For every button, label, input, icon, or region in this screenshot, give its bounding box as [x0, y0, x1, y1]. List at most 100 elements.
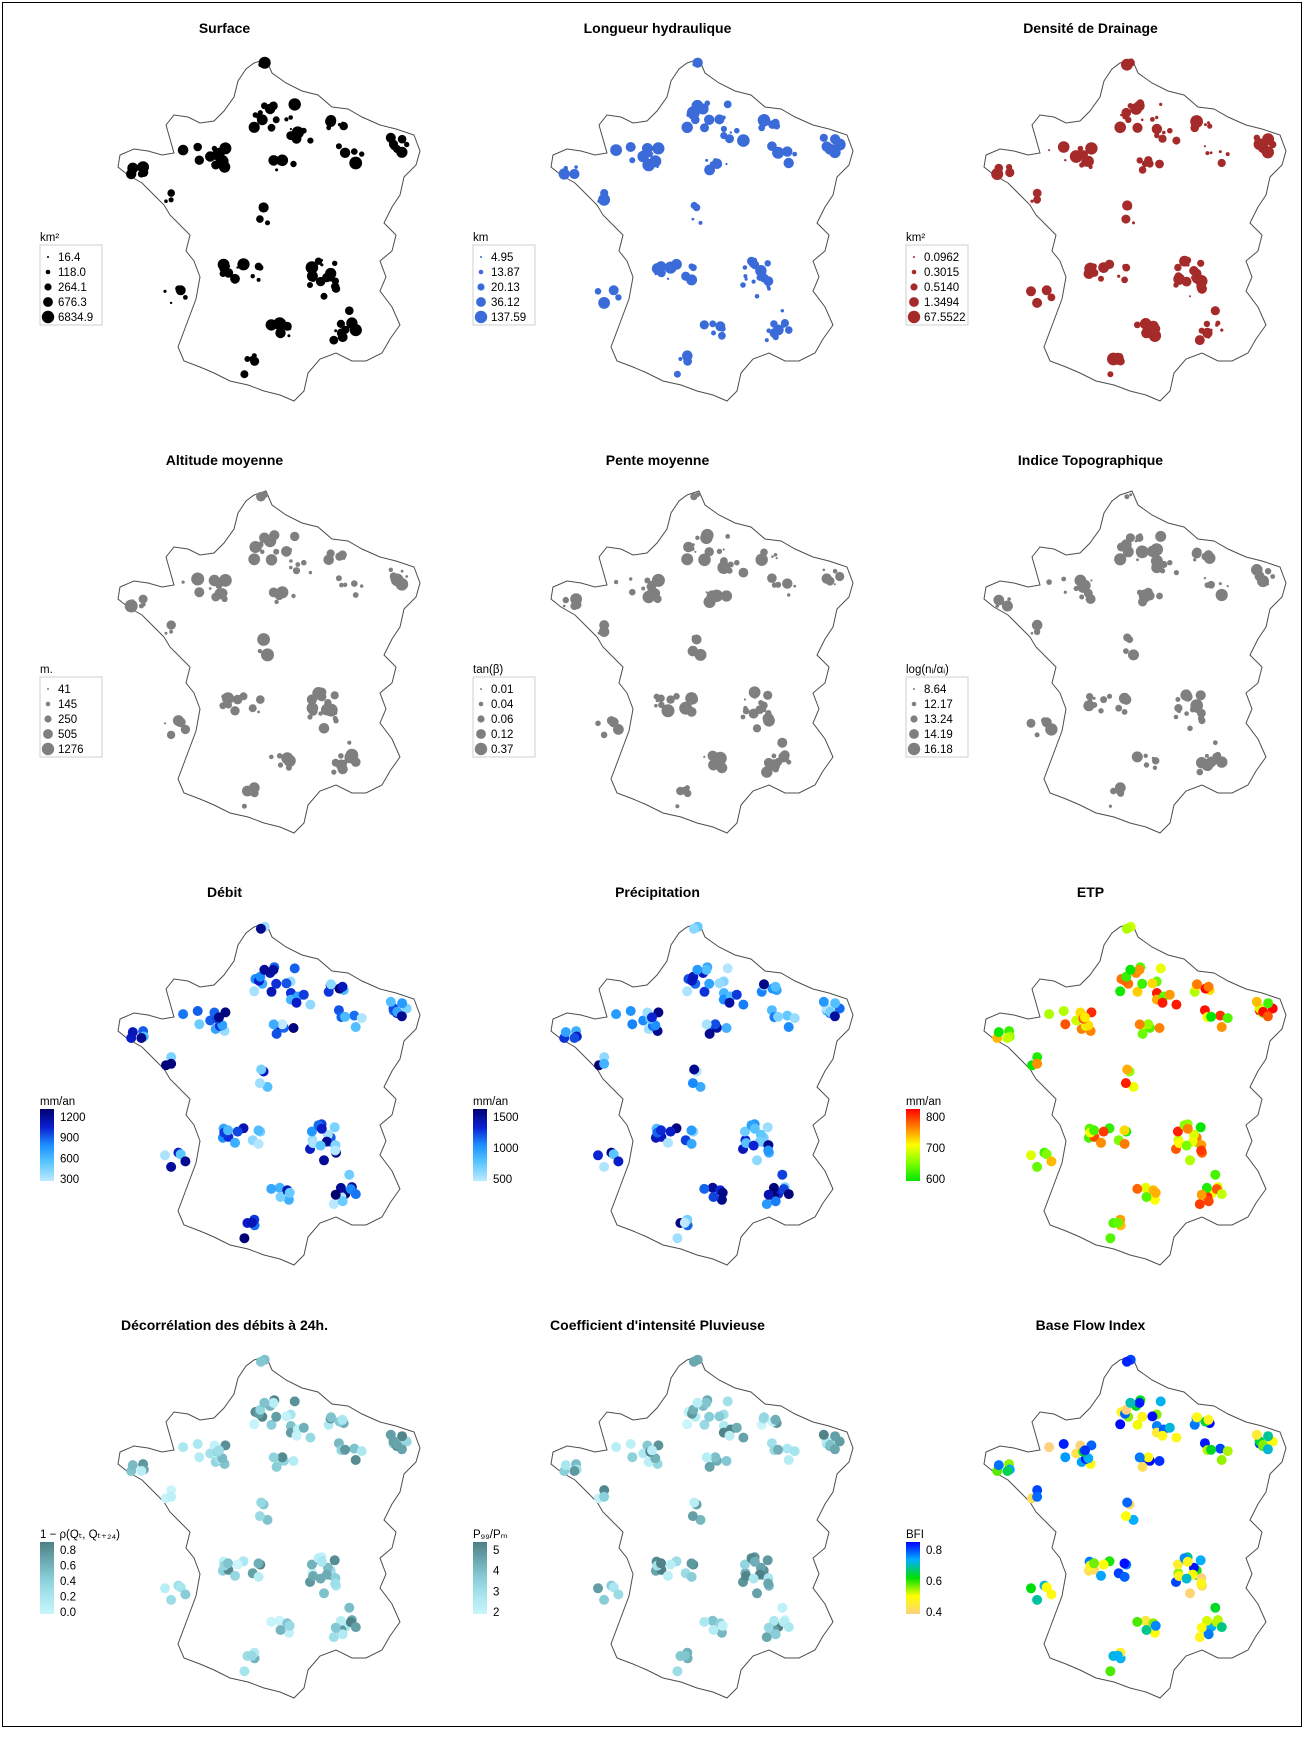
- station-marker: [351, 757, 361, 767]
- station-marker: [1203, 1414, 1214, 1425]
- legend-label: 0.01: [491, 684, 513, 696]
- station-marker: [994, 163, 1004, 173]
- station-marker: [1226, 585, 1229, 588]
- station-marker: [1262, 133, 1275, 146]
- station-marker: [1171, 1432, 1182, 1443]
- station-marker: [244, 356, 251, 362]
- station-marker: [338, 753, 344, 759]
- station-marker: [1196, 1622, 1207, 1633]
- station-marker: [178, 1009, 189, 1020]
- map-svg: mm/an 1200 900 600 300: [40, 921, 421, 1266]
- station-marker: [272, 116, 280, 124]
- legend-label: 2: [493, 1607, 499, 1619]
- station-marker: [352, 592, 359, 598]
- station-marker: [699, 1616, 710, 1627]
- station-marker: [1175, 697, 1181, 702]
- station-marker: [993, 1460, 1004, 1471]
- station-marker: [1089, 1558, 1099, 1569]
- station-marker: [1146, 545, 1158, 557]
- station-marker: [339, 147, 351, 158]
- station-marker: [1125, 533, 1135, 543]
- station-marker: [1215, 588, 1228, 602]
- map-panel: Altitude moyenne m. 41 145 250 505 1276: [12, 447, 437, 877]
- station-marker: [657, 694, 665, 703]
- station-marker: [265, 319, 277, 331]
- legend-label: 800: [926, 1112, 945, 1124]
- station-marker: [1216, 1189, 1227, 1200]
- station-marker: [1203, 320, 1211, 328]
- station-marker: [1159, 102, 1163, 106]
- station-marker: [598, 626, 610, 638]
- station-marker: [267, 123, 276, 132]
- legend-symbol: [909, 729, 919, 739]
- legend-unit: log(nᵢ/αᵢ): [906, 664, 949, 676]
- station-marker: [266, 1616, 277, 1627]
- station-marker: [1210, 1169, 1221, 1180]
- station-marker: [725, 534, 731, 539]
- station-marker: [1152, 765, 1158, 770]
- station-marker: [600, 731, 608, 739]
- france-outline: [550, 490, 854, 834]
- legend-label: 36.12: [491, 297, 520, 309]
- station-marker: [260, 636, 263, 639]
- station-marker: [613, 1156, 624, 1167]
- station-marker: [681, 121, 693, 133]
- station-marker: [253, 1558, 264, 1569]
- station-marker: [689, 1064, 700, 1075]
- legend-label: 700: [926, 1143, 945, 1155]
- station-marker: [755, 553, 768, 566]
- station-marker: [269, 754, 274, 760]
- legend-symbol: [41, 310, 55, 324]
- panel-title: ETP: [1076, 884, 1105, 900]
- station-marker: [608, 1149, 619, 1160]
- station-marker: [271, 1411, 282, 1422]
- station-marker: [276, 154, 289, 167]
- station-marker: [710, 1019, 721, 1030]
- station-marker: [1203, 577, 1207, 580]
- station-marker: [748, 708, 759, 719]
- station-marker: [191, 572, 205, 586]
- station-marker: [763, 690, 773, 700]
- station-marker: [1204, 123, 1207, 127]
- legend-label: 4.95: [491, 252, 513, 264]
- legend-label: 20.13: [491, 282, 520, 294]
- station-marker: [752, 1588, 762, 1599]
- station-marker: [275, 1192, 286, 1202]
- station-marker: [770, 1629, 781, 1640]
- station-marker: [829, 146, 841, 159]
- station-marker: [681, 553, 694, 566]
- station-marker: [359, 151, 365, 157]
- station-marker: [661, 704, 675, 718]
- station-marker: [704, 1028, 715, 1039]
- station-marker: [763, 1578, 774, 1589]
- station-marker: [315, 276, 326, 287]
- station-marker: [1088, 698, 1093, 703]
- station-marker: [1007, 597, 1011, 601]
- station-marker: [1141, 327, 1152, 339]
- station-marker: [690, 493, 698, 501]
- station-marker: [1044, 1009, 1055, 1020]
- station-marker: [1207, 580, 1215, 589]
- station-marker: [1077, 145, 1084, 152]
- station-marker: [1030, 631, 1034, 635]
- station-marker: [345, 306, 354, 315]
- station-marker: [719, 325, 726, 332]
- station-marker: [1125, 1397, 1136, 1408]
- station-marker: [1033, 195, 1041, 204]
- station-marker: [326, 1412, 336, 1423]
- station-marker: [789, 1013, 800, 1024]
- france-outline: [983, 58, 1287, 402]
- station-marker: [337, 1629, 348, 1640]
- station-marker: [169, 629, 173, 634]
- legend-symbol: [44, 715, 52, 723]
- station-marker: [1266, 583, 1270, 586]
- station-marker: [1057, 141, 1070, 153]
- station-marker: [1122, 200, 1133, 211]
- station-marker: [707, 1182, 718, 1193]
- station-marker: [690, 201, 698, 210]
- station-marker: [680, 786, 689, 795]
- station-marker: [337, 1414, 348, 1425]
- legend-label: 4: [493, 1566, 500, 1578]
- station-marker: [124, 599, 138, 613]
